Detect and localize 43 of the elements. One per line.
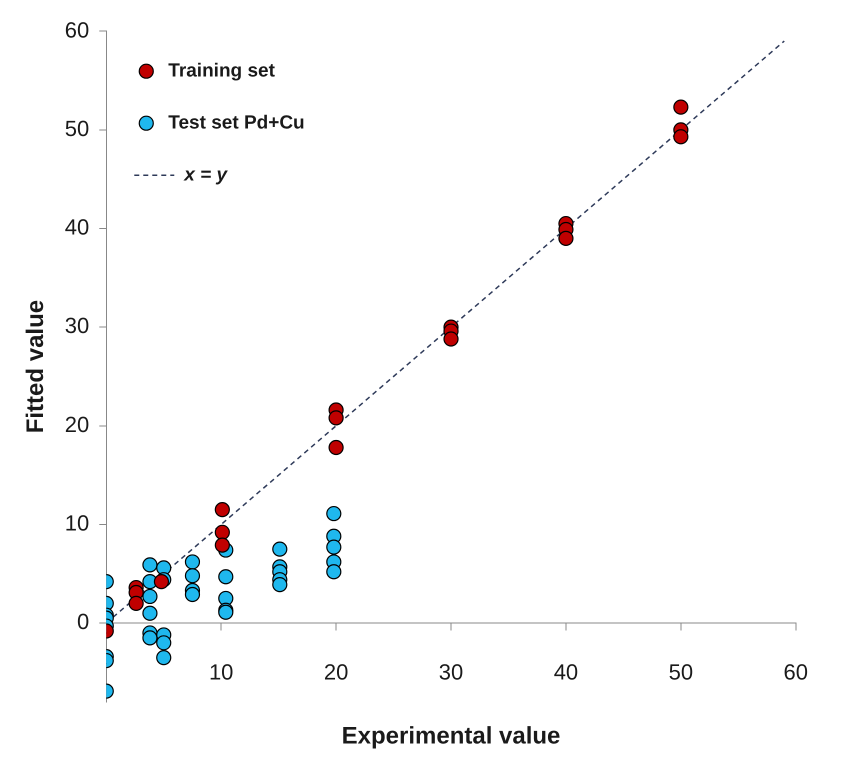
- point: [156, 635, 172, 650]
- point: [142, 557, 158, 572]
- point: [142, 630, 158, 646]
- point: [558, 230, 574, 246]
- legend-label: Training set: [168, 60, 276, 82]
- point: [214, 502, 230, 518]
- y-tick-label: 60: [64, 17, 90, 42]
- point: [218, 569, 234, 584]
- y-tick-label: 20: [64, 412, 90, 437]
- point: [673, 129, 688, 144]
- x-tick-label: 50: [668, 659, 694, 684]
- point: [443, 331, 459, 347]
- x-tick-label: 40: [554, 659, 578, 684]
- point: [184, 554, 200, 570]
- point: [184, 568, 200, 584]
- point: [673, 100, 688, 115]
- point: [214, 524, 230, 540]
- point: [142, 588, 158, 604]
- legend-label: Test set Pd+Cu: [168, 112, 305, 134]
- point: [128, 596, 144, 611]
- point: [326, 506, 342, 522]
- point: [328, 410, 344, 426]
- point: [184, 586, 200, 602]
- point: [214, 538, 230, 553]
- y-tick-label: 30: [64, 313, 90, 338]
- y-tick-label: 10: [64, 510, 90, 536]
- point: [328, 440, 344, 456]
- legend-label: x = y: [183, 164, 228, 186]
- point: [272, 577, 288, 592]
- point: [142, 606, 158, 621]
- x-tick-label: 60: [784, 659, 808, 684]
- x-tick-label: 20: [324, 659, 348, 684]
- x-axis-title: Experimental value: [342, 722, 560, 750]
- point: [156, 650, 172, 666]
- y-tick-label: 40: [64, 214, 90, 240]
- point: [326, 564, 342, 580]
- y-tick-label: 0: [77, 609, 90, 634]
- x-tick-label: 10: [208, 659, 234, 684]
- y-axis-title: Fitted value: [22, 300, 50, 434]
- x-tick-label: 30: [438, 659, 464, 684]
- point: [326, 540, 342, 555]
- point: [272, 541, 288, 557]
- y-tick-label: 50: [64, 116, 90, 141]
